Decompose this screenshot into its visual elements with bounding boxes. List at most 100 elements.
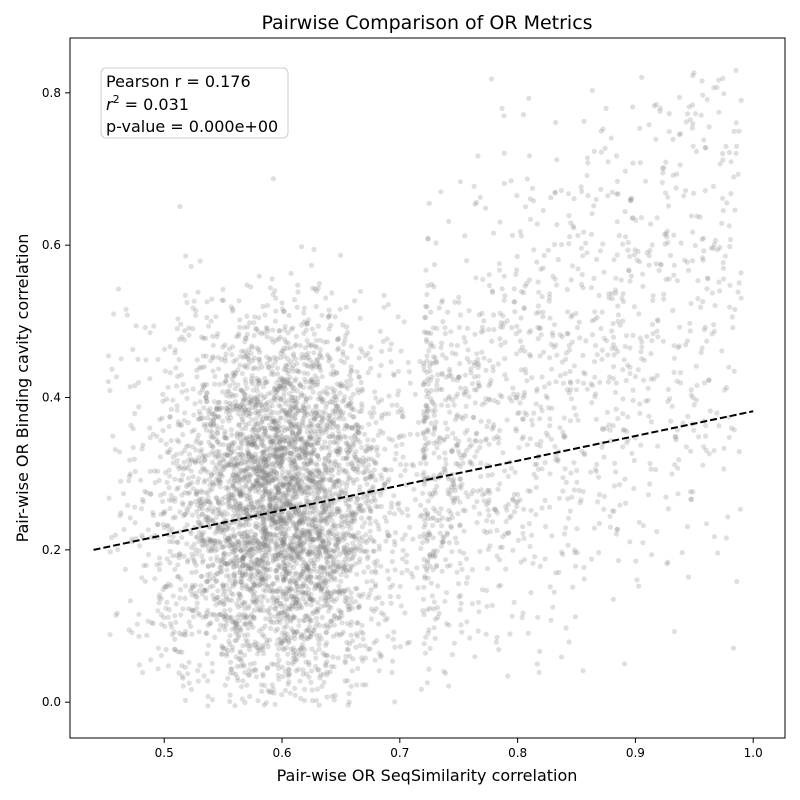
data-point <box>255 540 261 546</box>
data-point <box>285 666 292 672</box>
data-point <box>198 521 205 527</box>
data-point <box>598 149 604 155</box>
data-point <box>255 436 261 442</box>
data-point <box>355 429 361 435</box>
data-point <box>677 324 683 330</box>
data-point <box>256 356 262 362</box>
data-point <box>431 354 437 360</box>
data-point <box>696 434 702 440</box>
data-point <box>671 232 677 238</box>
data-point <box>258 562 264 569</box>
data-point <box>210 355 216 361</box>
data-point <box>646 262 652 268</box>
data-point <box>562 466 568 472</box>
data-point <box>300 415 307 422</box>
data-point <box>567 508 573 514</box>
data-point <box>703 145 709 151</box>
data-point <box>386 436 392 442</box>
data-point <box>580 253 586 259</box>
data-point <box>295 289 301 295</box>
data-point <box>234 563 240 569</box>
data-point <box>252 589 258 595</box>
data-point <box>422 650 429 656</box>
data-point <box>630 397 636 403</box>
data-point <box>549 366 555 372</box>
data-point <box>327 590 333 596</box>
data-point <box>205 536 211 542</box>
data-point <box>181 459 187 465</box>
data-point <box>240 404 246 410</box>
data-point <box>591 203 597 209</box>
data-point <box>279 609 285 616</box>
data-point <box>371 548 377 554</box>
data-point <box>667 252 674 259</box>
data-point <box>293 668 299 674</box>
data-point <box>566 639 572 645</box>
data-point <box>301 319 307 325</box>
data-point <box>478 487 484 493</box>
data-point <box>248 642 254 649</box>
data-point <box>616 482 623 488</box>
data-point <box>650 293 656 299</box>
data-point <box>251 333 257 339</box>
data-point <box>273 501 279 507</box>
data-point <box>453 461 459 467</box>
data-point <box>237 362 243 368</box>
data-point <box>584 172 590 179</box>
data-point <box>312 551 318 557</box>
data-point <box>223 653 230 659</box>
data-point <box>274 575 280 581</box>
data-point <box>244 496 250 503</box>
data-point <box>216 366 222 372</box>
data-point <box>277 434 283 440</box>
data-point <box>270 589 276 595</box>
data-point <box>253 674 259 680</box>
data-point <box>292 415 298 421</box>
data-point <box>614 178 621 184</box>
data-point <box>719 220 725 226</box>
data-point <box>322 579 328 586</box>
data-point <box>255 651 261 657</box>
data-point <box>238 594 244 601</box>
data-point <box>552 444 558 450</box>
data-point <box>342 337 348 343</box>
data-point <box>563 625 569 631</box>
data-point <box>620 241 626 247</box>
data-point <box>605 379 611 385</box>
data-point <box>329 419 335 425</box>
data-point <box>320 538 326 544</box>
data-point <box>588 285 595 291</box>
data-point <box>273 470 280 476</box>
data-point <box>240 410 247 416</box>
data-point <box>723 535 730 541</box>
data-point <box>185 557 191 563</box>
data-point <box>229 370 236 377</box>
data-point <box>537 416 543 422</box>
data-point <box>516 445 522 451</box>
data-point <box>286 312 292 318</box>
data-point <box>535 614 541 620</box>
data-point <box>240 555 246 561</box>
data-point <box>430 535 436 541</box>
data-point <box>278 517 284 524</box>
data-point <box>520 112 527 118</box>
data-point <box>450 397 456 403</box>
data-point <box>233 503 239 509</box>
data-point <box>288 409 294 415</box>
data-point <box>368 498 374 504</box>
data-point <box>307 478 313 484</box>
data-point <box>274 446 280 452</box>
data-point <box>731 174 737 180</box>
data-point <box>167 548 173 555</box>
data-point <box>305 627 311 634</box>
data-point <box>232 703 238 709</box>
data-point <box>368 365 374 371</box>
data-point <box>717 161 723 167</box>
data-point <box>233 357 239 363</box>
data-point <box>308 602 314 608</box>
data-point <box>191 559 198 565</box>
data-point <box>729 314 735 320</box>
data-point <box>274 619 280 625</box>
data-point <box>571 196 577 202</box>
data-point <box>393 450 399 456</box>
